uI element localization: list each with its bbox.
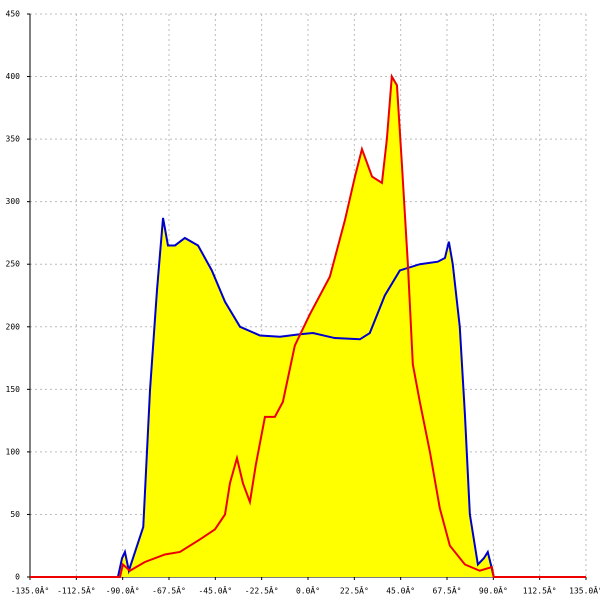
- y-tick-label: 100: [6, 447, 21, 456]
- y-tick-label: 200: [6, 322, 21, 331]
- y-tick-label: 250: [6, 260, 21, 269]
- series-line: [116, 217, 495, 578]
- series-line: [30, 73, 586, 578]
- y-tick-label: 400: [6, 72, 21, 81]
- x-tick-label: 90.0Â°: [479, 585, 508, 596]
- x-tick-label: 45.0Â°: [386, 585, 415, 596]
- area-fill: [30, 76, 586, 578]
- y-tick-label: 0: [15, 573, 20, 582]
- x-tick-label: -22.5Â°: [245, 585, 279, 596]
- x-tick-label: -112.5Â°: [57, 585, 96, 596]
- x-tick-label: -90.0Â°: [106, 585, 140, 596]
- y-tick-label: 450: [6, 10, 21, 19]
- x-tick-label: -135.0Â°: [11, 585, 50, 596]
- x-tick-label: 22.5Â°: [340, 585, 369, 596]
- y-tick-label: 300: [6, 197, 21, 206]
- x-tick-label: -67.5Â°: [152, 585, 186, 596]
- y-tick-label: 150: [6, 385, 21, 394]
- x-tick-label: 0.0Â°: [296, 585, 320, 596]
- x-tick-label: -45.0Â°: [198, 585, 232, 596]
- x-tick-label: 135.0Â°: [569, 585, 600, 596]
- x-tick-label: 67.5Â°: [433, 585, 462, 596]
- y-tick-label: 50: [10, 510, 20, 519]
- y-tick-label: 350: [6, 135, 21, 144]
- x-tick-label: 112.5Â°: [523, 585, 557, 596]
